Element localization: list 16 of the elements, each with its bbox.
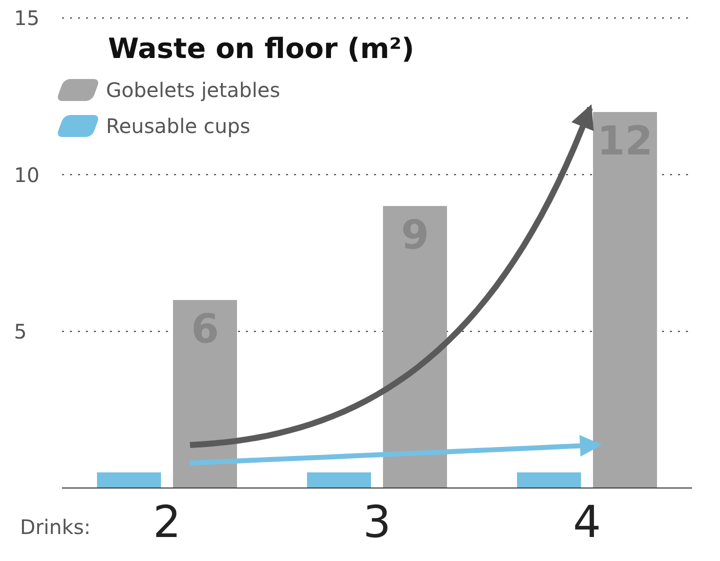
x-tick-label: 2: [153, 497, 181, 548]
y-tick-label: 5: [14, 319, 27, 344]
y-tick-label: 15: [14, 6, 40, 30]
text: Waste on floor (m²): [108, 32, 414, 65]
bar: [593, 112, 657, 488]
legend-label: Reusable cups: [106, 114, 250, 138]
bar: [383, 206, 447, 488]
bar: [173, 300, 237, 488]
bar: [97, 472, 161, 488]
y-tick-label: 10: [14, 162, 40, 187]
x-axis-title: Drinks:: [20, 515, 91, 539]
x-tick-label: 3: [363, 497, 391, 548]
legend-label: Gobelets jetables: [106, 78, 280, 102]
bar: [517, 472, 581, 488]
bar: [307, 472, 371, 488]
x-tick-label: 4: [573, 497, 601, 548]
